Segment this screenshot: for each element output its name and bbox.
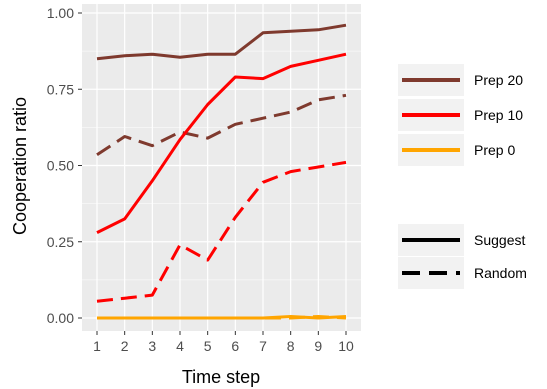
y-tick-label: 0.00 [47,310,74,326]
x-tick-label: 2 [121,338,129,354]
series-line-prep-20-random [96,93,347,157]
x-tick-label: 10 [338,338,354,354]
x-tick-label: 6 [231,338,239,354]
y-tick-label: 0.50 [47,158,74,174]
y-axis: 0.00 0.25 0.50 0.75 1.00 [47,5,82,326]
y-tick-label: 1.00 [47,5,74,21]
color-legend-label: Prep 20 [474,72,523,88]
color-legend: Prep 20 Prep 10 Prep 0 [395,62,547,166]
y-tick-label: 0.75 [47,81,74,97]
series-line-prep-10-random [96,160,347,303]
color-legend-label: Prep 0 [474,142,515,158]
x-tick-label: 7 [259,338,267,354]
minor-gridlines [82,50,361,281]
x-tick-label: 4 [176,338,184,354]
linetype-legend-label: Random [474,265,527,281]
linetype-legend: Suggest Random [398,224,527,289]
y-axis-title: Cooperation ratio [10,97,30,235]
x-tick-label: 3 [148,338,156,354]
series-line-prep-20-suggest [96,23,347,61]
series-lines [96,23,347,320]
x-tick-label: 8 [287,338,295,354]
x-axis: 1 2 3 4 5 6 7 8 9 10 [93,331,354,354]
x-tick-label: 9 [314,338,322,354]
series-line-prep-10-suggest [96,52,347,234]
color-legend-label: Prep 10 [474,107,523,123]
x-axis-title: Time step [182,367,260,387]
y-tick-label: 0.25 [47,234,74,250]
x-tick-label: 5 [204,338,212,354]
linetype-legend-label: Suggest [474,232,525,248]
major-gridlines [82,4,361,331]
series-line-prep-0-random [97,315,347,320]
x-tick-label: 1 [93,338,101,354]
